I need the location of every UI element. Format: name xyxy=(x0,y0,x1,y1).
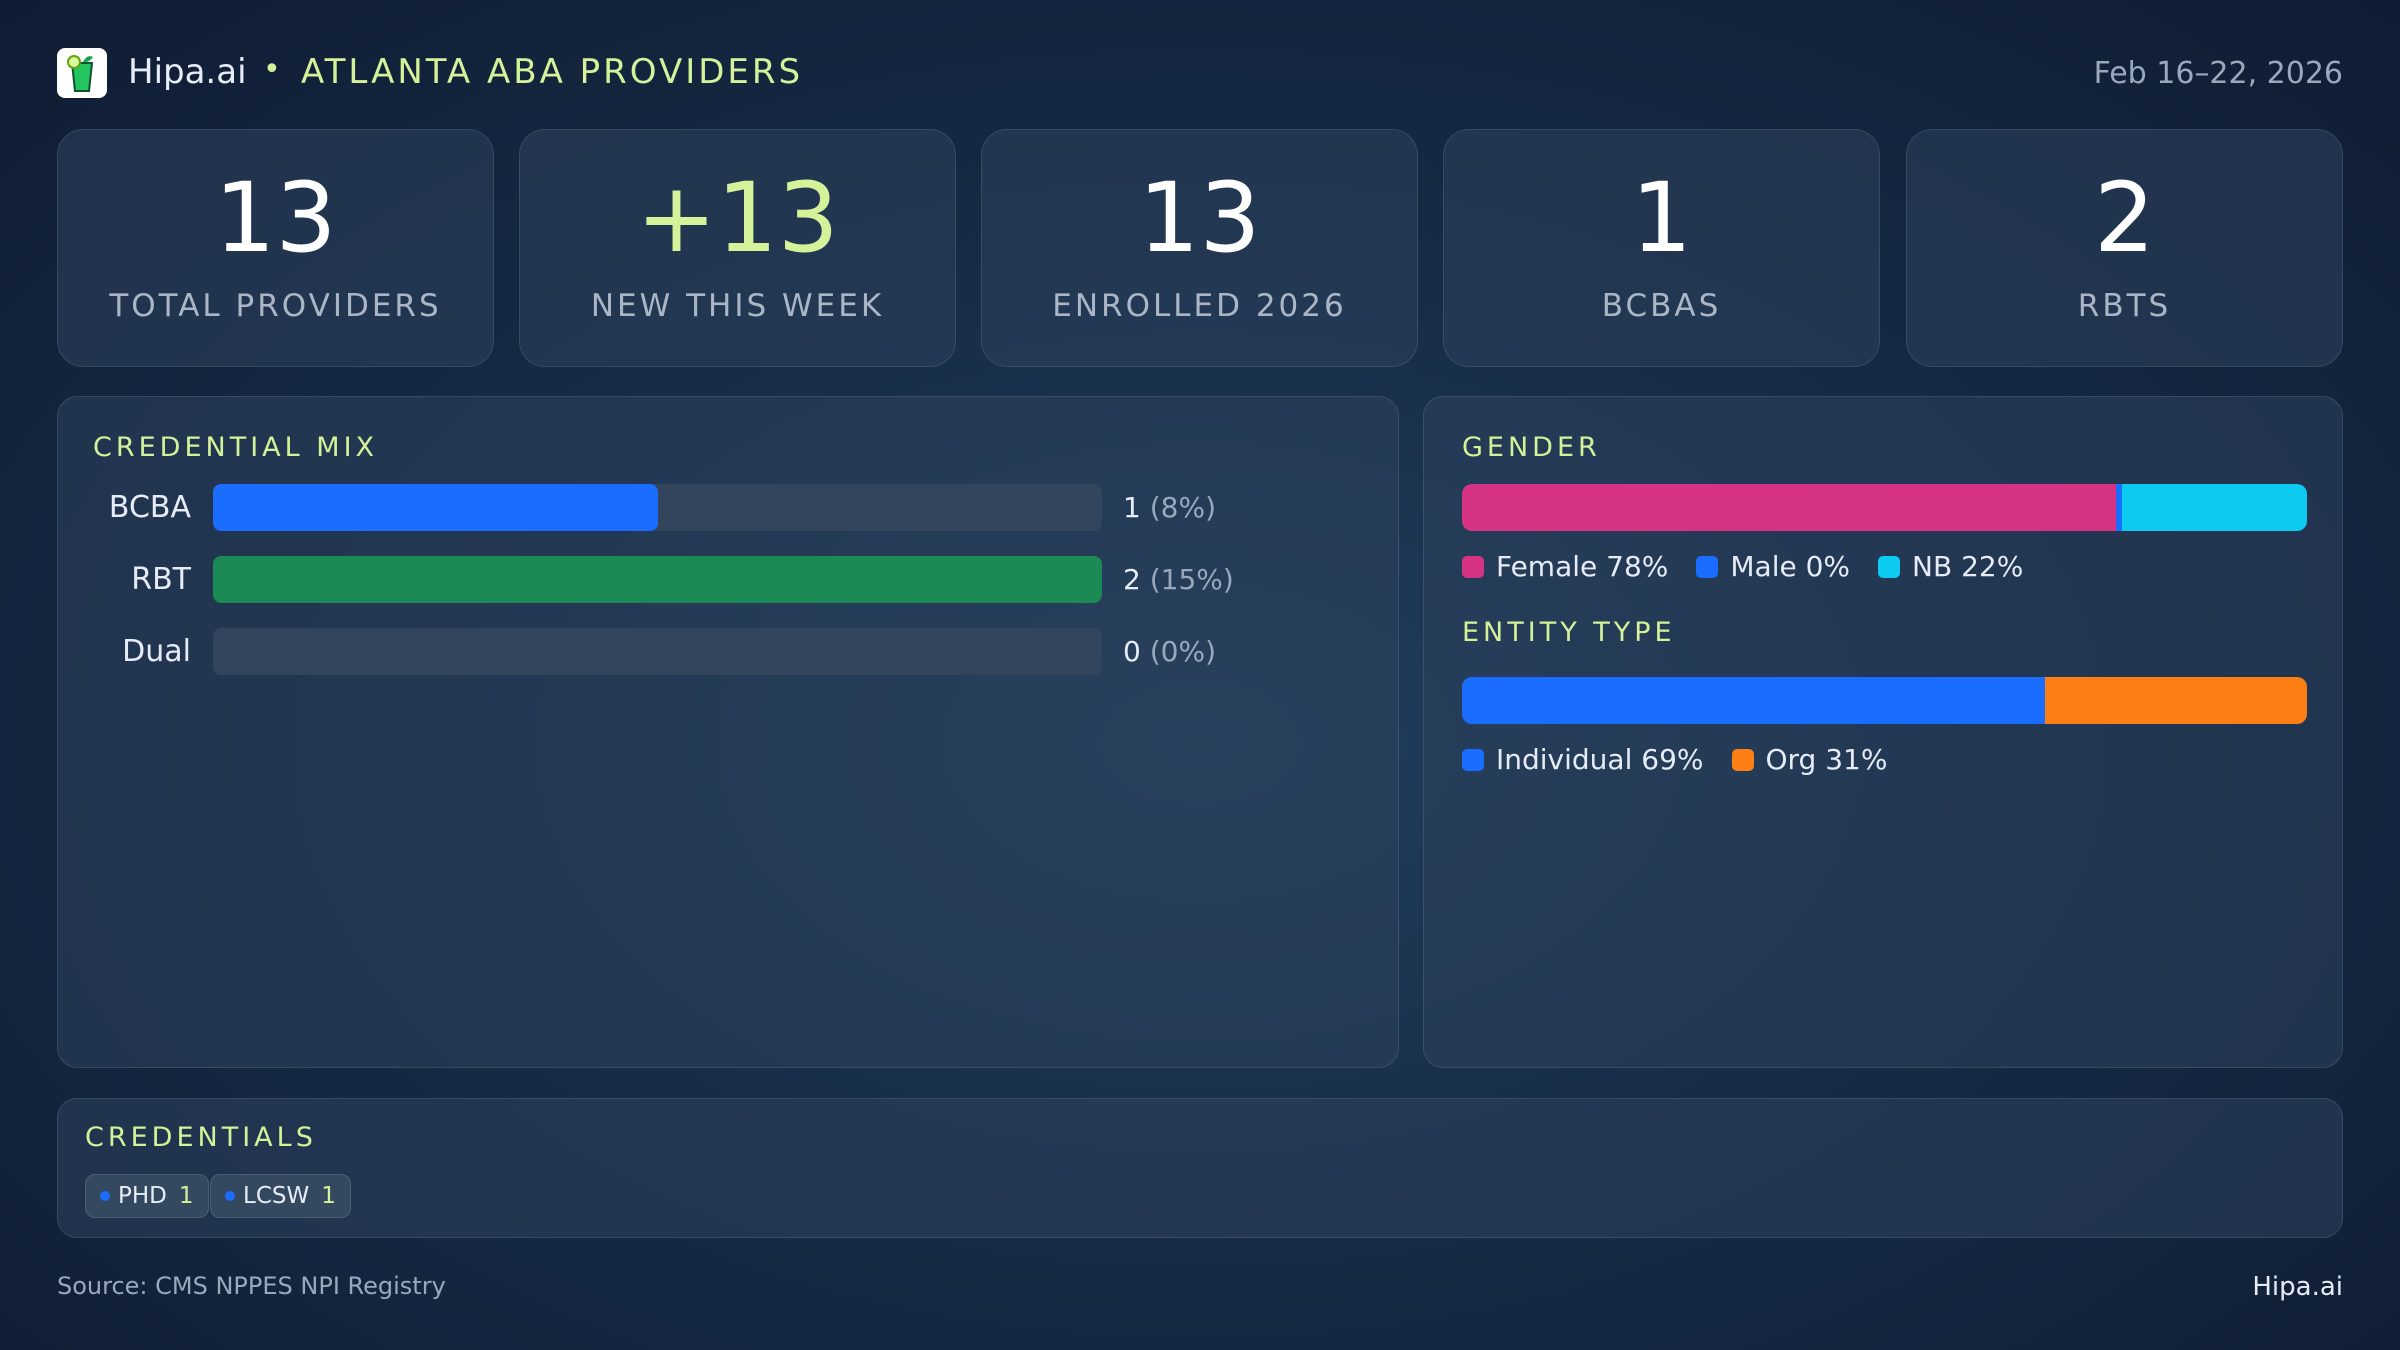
kpi-label: RBTS xyxy=(2077,288,2172,324)
credential-mix-title: CREDENTIAL MIX xyxy=(93,432,379,463)
legend-item: Male 0% xyxy=(1696,550,1850,583)
credential-chip-phd: PHD 1 xyxy=(85,1174,209,1218)
entity-type-title: ENTITY TYPE xyxy=(1462,617,1676,648)
kpi-rbts: 2 RBTS xyxy=(1906,129,2343,367)
credential-bar-track xyxy=(213,556,1102,603)
kpi-value: 13 xyxy=(214,162,337,274)
chip-label: LCSW xyxy=(243,1183,310,1209)
legend-item: Org 31% xyxy=(1731,743,1888,776)
gender-stacked-bar xyxy=(1462,484,2307,531)
page-title: ATLANTA ABA PROVIDERS xyxy=(301,52,804,92)
credential-count: 2 xyxy=(1123,563,1141,596)
legend-label: Individual 69% xyxy=(1496,743,1704,776)
credential-pct: (15%) xyxy=(1149,563,1234,596)
date-range: Feb 16–22, 2026 xyxy=(2093,56,2343,91)
entity-type-legend: Individual 69% Org 31% xyxy=(1462,743,1887,776)
gender-legend: Female 78% Male 0% NB 22% xyxy=(1462,550,2023,583)
gender-segment xyxy=(2116,484,2123,531)
legend-swatch xyxy=(1731,748,1754,771)
legend-label: Female 78% xyxy=(1496,550,1669,583)
credential-pct: (8%) xyxy=(1149,491,1217,524)
credential-bar-track xyxy=(213,628,1102,675)
credential-row-label: RBT xyxy=(131,562,191,597)
credential-bar-track xyxy=(213,484,1102,531)
credential-row-value: 1 (8%) xyxy=(1123,491,1216,524)
entity-type-stacked-bar xyxy=(1462,677,2307,724)
legend-swatch xyxy=(1878,555,1901,578)
credential-chip-lcsw: LCSW 1 xyxy=(210,1174,351,1218)
source-note: Source: CMS NPPES NPI Registry xyxy=(57,1272,446,1300)
entity_type-segment xyxy=(2045,677,2307,724)
legend-swatch xyxy=(1696,555,1719,578)
chip-count: 1 xyxy=(321,1183,336,1209)
gender-segment xyxy=(1462,484,2117,531)
credential-count: 1 xyxy=(1123,491,1141,524)
legend-label: Org 31% xyxy=(1765,743,1888,776)
credential-row-label: BCBA xyxy=(108,490,191,525)
legend-item: Individual 69% xyxy=(1462,743,1704,776)
kpi-bcbas: 1 BCBAS xyxy=(1443,129,1880,367)
separator-dot: • xyxy=(263,52,281,87)
credentials-panel xyxy=(57,1098,2343,1238)
credential-bar-fill xyxy=(213,556,1102,603)
kpi-new-this-week: +13 NEW THIS WEEK xyxy=(519,129,956,367)
bullet-icon xyxy=(225,1191,235,1201)
kpi-value: +13 xyxy=(636,162,839,274)
brand-name: Hipa.ai xyxy=(128,52,247,92)
legend-item: Female 78% xyxy=(1462,550,1668,583)
chip-count: 1 xyxy=(178,1183,194,1209)
credentials-title: CREDENTIALS xyxy=(85,1122,317,1153)
kpi-label: NEW THIS WEEK xyxy=(590,288,885,324)
kpi-value: 13 xyxy=(1138,162,1261,274)
credential-pct: (0%) xyxy=(1149,635,1217,668)
legend-swatch xyxy=(1462,748,1484,771)
footer-brand: Hipa.ai xyxy=(2252,1272,2343,1302)
credential-row-value: 2 (15%) xyxy=(1123,563,1234,596)
bullet-icon xyxy=(100,1191,110,1201)
chip-label: PHD xyxy=(118,1183,167,1209)
gender-title: GENDER xyxy=(1462,432,1601,463)
legend-label: NB 22% xyxy=(1912,550,2024,583)
credential-row-label: Dual xyxy=(122,634,191,669)
kpi-total-providers: 13 TOTAL PROVIDERS xyxy=(57,129,494,367)
kpi-enrolled-2026: 13 ENROLLED 2026 xyxy=(981,129,1418,367)
kpi-label: BCBAS xyxy=(1601,288,1722,324)
kpi-label: TOTAL PROVIDERS xyxy=(109,288,442,324)
legend-label: Male 0% xyxy=(1730,550,1851,583)
credential-row-value: 0 (0%) xyxy=(1123,635,1216,668)
credential-bar-fill xyxy=(213,484,658,531)
kpi-value: 1 xyxy=(1630,162,1693,274)
kpi-label: ENROLLED 2026 xyxy=(1052,288,1347,324)
credential-count: 0 xyxy=(1123,635,1141,668)
legend-item: NB 22% xyxy=(1878,550,2023,583)
gender-segment xyxy=(2122,484,2307,531)
logo xyxy=(57,48,107,98)
mojito-glass-icon xyxy=(67,55,94,92)
entity_type-segment xyxy=(1462,677,2046,724)
kpi-value: 2 xyxy=(2093,162,2156,274)
legend-swatch xyxy=(1462,555,1484,578)
